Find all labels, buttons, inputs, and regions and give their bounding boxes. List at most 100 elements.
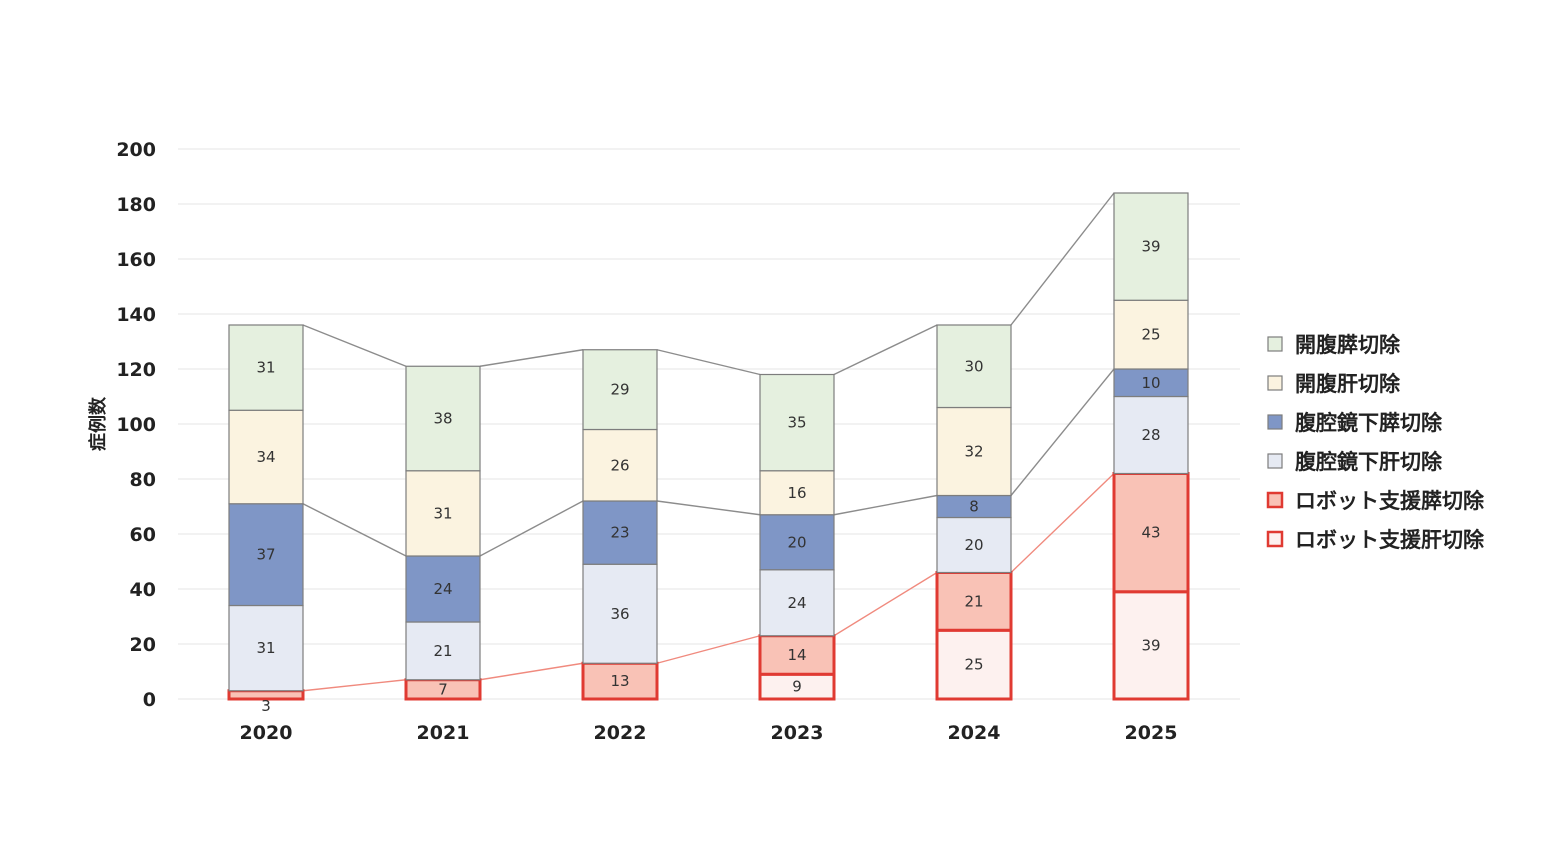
data-label: 20	[787, 533, 806, 551]
data-label: 24	[433, 580, 452, 598]
robotic-connector-line	[656, 635, 761, 664]
bar-stack-2022	[581, 349, 659, 701]
bar-segment	[228, 503, 304, 607]
total-connector-line	[1010, 192, 1115, 326]
robotic-connector-line	[1010, 472, 1115, 574]
x-tick-label: 2023	[771, 722, 824, 744]
x-tick-label: 2020	[240, 722, 293, 744]
gridlines	[178, 148, 1240, 700]
legend-label: ロボット支援肝切除	[1295, 528, 1485, 552]
data-label: 28	[1141, 426, 1160, 444]
data-label: 35	[787, 414, 806, 432]
legend-label: ロボット支援膵切除	[1295, 489, 1485, 513]
data-label: 14	[787, 646, 806, 664]
data-label: 32	[964, 443, 983, 461]
data-label: 13	[610, 672, 629, 690]
data-label: 10	[1141, 374, 1160, 392]
data-label: 25	[1141, 326, 1160, 344]
total-connector-line	[656, 349, 761, 376]
data-label: 3	[261, 697, 271, 715]
legend-swatch	[1267, 414, 1283, 430]
bar-segment	[759, 569, 835, 637]
bar-segment	[405, 470, 481, 557]
data-label: 23	[610, 524, 629, 542]
y-tick-label: 180	[116, 194, 156, 216]
data-label: 31	[256, 639, 275, 657]
bar-segment	[582, 500, 658, 565]
y-tick-label: 160	[116, 249, 156, 271]
y-tick-label: 80	[130, 469, 156, 491]
bar-segment	[1113, 395, 1189, 475]
data-label: 39	[1141, 238, 1160, 256]
bar-segment	[228, 409, 304, 505]
bar-segment	[582, 428, 658, 502]
legend-swatch	[1266, 530, 1284, 548]
data-label: 24	[787, 594, 806, 612]
legend-label: 腹腔鏡下膵切除	[1295, 411, 1443, 435]
bar-segment	[1113, 192, 1189, 301]
bar-stack-2023	[758, 373, 836, 701]
data-label: 31	[433, 504, 452, 522]
bar-segment	[228, 604, 304, 692]
x-tick-label: 2021	[417, 722, 470, 744]
bar-segment	[1112, 590, 1190, 701]
bar-stack-2021	[404, 365, 482, 701]
data-label: 25	[964, 656, 983, 674]
bar-stack-2020	[227, 324, 305, 701]
legend-label: 腹腔鏡下肝切除	[1295, 450, 1443, 474]
bar-segment	[1113, 299, 1189, 370]
legend: 開腹膵切除開腹肝切除腹腔鏡下膵切除腹腔鏡下肝切除ロボット支援膵切除ロボット支援肝…	[1266, 333, 1485, 552]
connector-lines	[302, 192, 1115, 692]
bar-segment	[1112, 472, 1190, 594]
data-label: 39	[1141, 636, 1160, 654]
legend-swatch	[1267, 453, 1283, 469]
robotic-connector-line	[833, 571, 938, 637]
y-tick-label: 100	[116, 414, 156, 436]
laparoscopic-connector-line	[1010, 368, 1115, 496]
data-label: 43	[1141, 524, 1160, 542]
bar-segment	[936, 516, 1012, 574]
bar-stack-2025	[1112, 192, 1190, 701]
y-axis-title: 症例数	[87, 396, 109, 451]
robotic-connector-line	[479, 662, 584, 681]
laparoscopic-connector-line	[833, 494, 938, 516]
bar-segment	[936, 406, 1012, 497]
y-tick-label: 200	[116, 139, 156, 161]
legend-swatch	[1267, 336, 1283, 352]
data-label: 21	[433, 642, 452, 660]
y-tick-label: 60	[130, 524, 156, 546]
total-connector-line	[833, 324, 938, 376]
data-label: 16	[787, 484, 806, 502]
bar-segment	[758, 634, 836, 676]
bar-segment	[759, 373, 835, 472]
total-connector-line	[479, 349, 584, 367]
bar-segment	[759, 470, 835, 516]
total-connector-line	[302, 324, 407, 367]
bar-segment	[936, 324, 1012, 409]
legend-swatch	[1267, 375, 1283, 391]
data-label: 30	[964, 357, 983, 375]
bar-stack-2024	[935, 324, 1013, 701]
x-tick-label: 2022	[594, 722, 647, 744]
legend-swatch	[1266, 491, 1284, 509]
data-label: 31	[256, 359, 275, 377]
y-tick-label: 120	[116, 359, 156, 381]
x-tick-label: 2024	[948, 722, 1001, 744]
y-tick-label: 0	[143, 689, 156, 711]
laparoscopic-connector-line	[656, 500, 761, 516]
data-label: 26	[610, 456, 629, 474]
data-label: 36	[610, 605, 629, 623]
data-label: 9	[792, 678, 802, 696]
data-label: 21	[964, 592, 983, 610]
bar-segment	[582, 563, 658, 664]
data-label: 8	[969, 498, 979, 516]
x-tick-label: 2025	[1125, 722, 1178, 744]
data-label: 20	[964, 536, 983, 554]
data-label: 38	[433, 410, 452, 428]
data-label: 7	[438, 680, 448, 698]
y-tick-label: 140	[116, 304, 156, 326]
laparoscopic-connector-line	[302, 503, 407, 557]
laparoscopic-connector-line	[479, 500, 584, 557]
bar-segment	[582, 349, 658, 431]
